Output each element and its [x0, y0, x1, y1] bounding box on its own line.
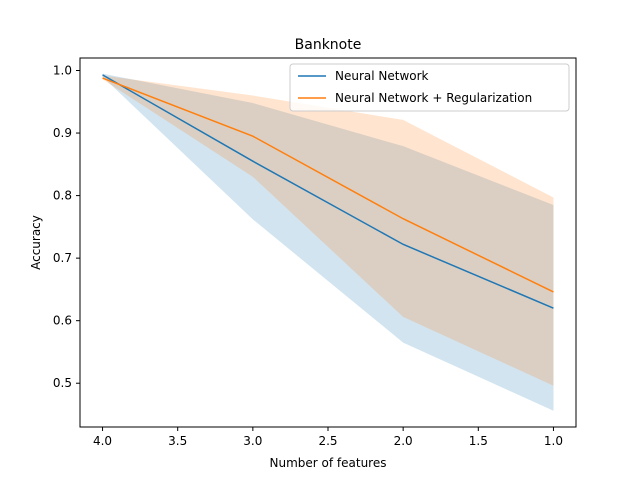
x-tick-label: 4.0: [93, 434, 112, 448]
series-line-1: [102, 77, 554, 293]
legend-box: [289, 63, 570, 112]
y-tick-label: 0.5: [53, 376, 72, 390]
legend-label-1: Neural Network + Regularization: [335, 91, 532, 105]
y-tick-label: 0.7: [53, 251, 72, 265]
y-axis-ticks: 0.5 0.6 0.7 0.8 0.9 1.0: [53, 64, 80, 390]
y-axis-label: Accuracy: [29, 215, 43, 270]
x-tick-label: 1.5: [469, 434, 488, 448]
y-tick-label: 1.0: [53, 64, 72, 78]
x-tick-label: 2.5: [318, 434, 337, 448]
confidence-band-1: [102, 75, 554, 386]
x-tick-label: 1.0: [544, 434, 563, 448]
y-tick-label: 0.6: [53, 314, 72, 328]
x-axis-label: Number of features: [270, 456, 387, 470]
legend-label-0: Neural Network: [335, 69, 429, 83]
x-tick-label: 3.5: [168, 434, 187, 448]
legend: Neural Network Neural Network + Regulariz…: [289, 63, 570, 112]
x-tick-label: 2.0: [394, 434, 413, 448]
confidence-band-0: [102, 73, 554, 411]
chart-title: Banknote: [295, 37, 362, 53]
y-tick-label: 0.8: [53, 189, 72, 203]
y-tick-label: 0.9: [53, 126, 72, 140]
series-lines: [102, 74, 554, 309]
series-line-0: [102, 74, 554, 309]
x-tick-label: 3.0: [243, 434, 262, 448]
x-axis-ticks: 4.0 3.5 3.0 2.5 2.0 1.5 1.0: [93, 427, 563, 448]
confidence-bands: [102, 73, 554, 411]
